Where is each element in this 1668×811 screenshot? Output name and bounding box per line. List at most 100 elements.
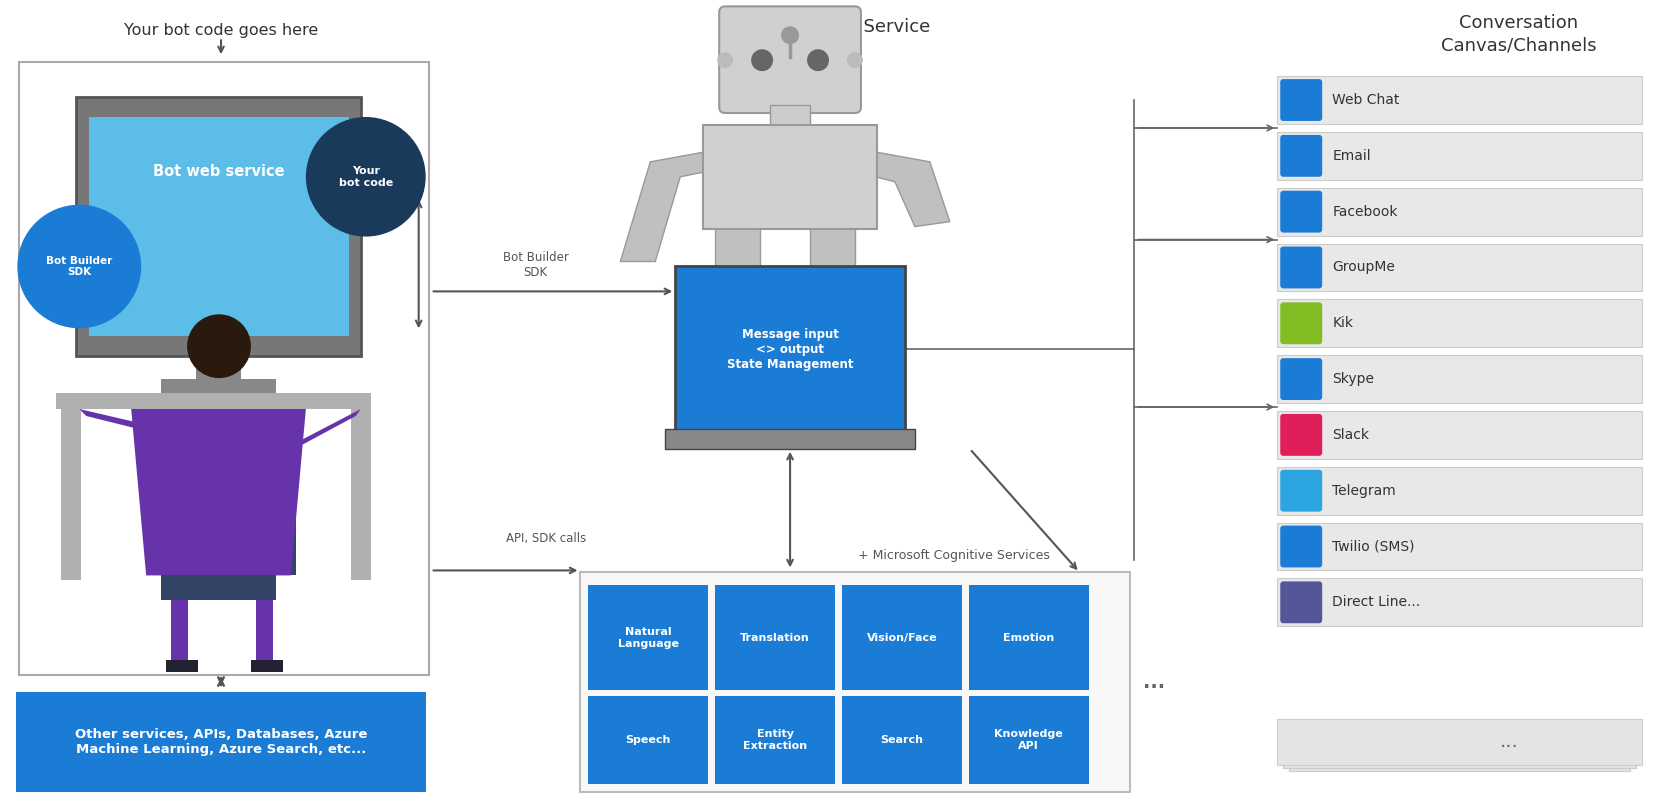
FancyBboxPatch shape [666, 429, 914, 448]
FancyBboxPatch shape [842, 586, 962, 690]
Polygon shape [876, 152, 949, 226]
FancyBboxPatch shape [1278, 243, 1641, 291]
FancyBboxPatch shape [1278, 299, 1641, 347]
Circle shape [807, 49, 829, 71]
FancyBboxPatch shape [1278, 355, 1641, 403]
FancyBboxPatch shape [90, 117, 349, 337]
Text: Knowledge
API: Knowledge API [994, 729, 1063, 751]
Text: Your bot code goes here: Your bot code goes here [123, 23, 319, 38]
Polygon shape [62, 409, 82, 581]
Polygon shape [172, 600, 188, 660]
Polygon shape [620, 152, 706, 261]
FancyBboxPatch shape [1281, 303, 1323, 344]
FancyBboxPatch shape [1281, 581, 1323, 623]
FancyBboxPatch shape [1278, 467, 1641, 515]
Text: Natural
Language: Natural Language [617, 627, 679, 649]
Text: Bot web service: Bot web service [153, 165, 285, 179]
Polygon shape [57, 393, 370, 409]
FancyBboxPatch shape [1281, 79, 1323, 121]
FancyBboxPatch shape [716, 696, 836, 783]
Polygon shape [167, 660, 198, 672]
FancyBboxPatch shape [1281, 470, 1323, 512]
FancyBboxPatch shape [707, 331, 767, 359]
Text: Slack: Slack [1333, 428, 1369, 442]
FancyBboxPatch shape [1278, 188, 1641, 235]
FancyBboxPatch shape [802, 331, 862, 359]
Text: Bot Builder
SDK: Bot Builder SDK [502, 251, 569, 280]
FancyBboxPatch shape [1281, 191, 1323, 233]
FancyBboxPatch shape [1281, 358, 1323, 400]
Text: Entity
Extraction: Entity Extraction [742, 729, 807, 751]
Circle shape [17, 204, 142, 328]
Circle shape [847, 52, 862, 68]
Text: GroupMe: GroupMe [1333, 260, 1394, 274]
Polygon shape [280, 461, 295, 576]
Circle shape [781, 26, 799, 45]
FancyBboxPatch shape [1278, 719, 1641, 765]
Circle shape [751, 49, 772, 71]
FancyBboxPatch shape [969, 586, 1089, 690]
Text: Facebook: Facebook [1333, 204, 1398, 219]
Text: Emotion: Emotion [1002, 633, 1054, 642]
Text: Vision/Face: Vision/Face [867, 633, 937, 642]
FancyBboxPatch shape [1278, 411, 1641, 459]
Text: Bot Builder
SDK: Bot Builder SDK [47, 255, 112, 277]
Text: Email: Email [1333, 149, 1371, 163]
FancyBboxPatch shape [589, 696, 709, 783]
FancyBboxPatch shape [719, 6, 861, 113]
FancyBboxPatch shape [1278, 522, 1641, 570]
FancyBboxPatch shape [1278, 132, 1641, 180]
FancyBboxPatch shape [771, 105, 811, 127]
Text: Telegram: Telegram [1333, 483, 1396, 498]
FancyBboxPatch shape [1278, 76, 1641, 124]
Circle shape [717, 52, 734, 68]
Circle shape [187, 315, 250, 378]
Text: Other services, APIs, Databases, Azure
Machine Learning, Azure Search, etc...: Other services, APIs, Databases, Azure M… [75, 727, 367, 756]
Text: ...: ... [1143, 672, 1166, 692]
Text: Search: Search [881, 735, 924, 744]
Polygon shape [197, 356, 240, 379]
Polygon shape [162, 379, 275, 393]
Text: Message input
<> output
State Management: Message input <> output State Management [727, 328, 854, 371]
Text: Direct Line...: Direct Line... [1333, 595, 1419, 609]
FancyBboxPatch shape [1278, 578, 1641, 626]
FancyBboxPatch shape [1281, 414, 1323, 456]
Text: Translation: Translation [741, 633, 811, 642]
Text: + Microsoft Cognitive Services: + Microsoft Cognitive Services [857, 549, 1049, 562]
Polygon shape [162, 576, 275, 600]
FancyBboxPatch shape [589, 586, 709, 690]
FancyBboxPatch shape [1281, 135, 1323, 177]
FancyBboxPatch shape [1289, 725, 1630, 770]
FancyBboxPatch shape [969, 696, 1089, 783]
Text: Conversation
Canvas/Channels: Conversation Canvas/Channels [1441, 14, 1596, 54]
Text: ...: ... [1500, 732, 1518, 751]
FancyBboxPatch shape [842, 696, 962, 783]
FancyBboxPatch shape [20, 62, 429, 675]
Polygon shape [250, 660, 284, 672]
Circle shape [305, 117, 425, 237]
FancyBboxPatch shape [1283, 722, 1636, 768]
Polygon shape [255, 600, 274, 660]
Polygon shape [290, 409, 360, 451]
FancyBboxPatch shape [676, 267, 904, 431]
Polygon shape [80, 409, 147, 431]
Text: Speech: Speech [626, 735, 671, 744]
Polygon shape [132, 409, 305, 576]
FancyBboxPatch shape [17, 692, 425, 792]
Text: Skype: Skype [1333, 372, 1374, 386]
Circle shape [821, 309, 844, 333]
Text: API, SDK calls: API, SDK calls [505, 532, 585, 545]
FancyBboxPatch shape [716, 586, 836, 690]
FancyBboxPatch shape [1281, 526, 1323, 568]
FancyBboxPatch shape [1281, 247, 1323, 289]
Text: Your
bot code: Your bot code [339, 166, 394, 187]
FancyBboxPatch shape [77, 97, 360, 356]
Text: Bot Connector Service: Bot Connector Service [729, 19, 931, 36]
FancyBboxPatch shape [716, 226, 761, 337]
Circle shape [726, 309, 749, 333]
FancyBboxPatch shape [580, 573, 1129, 792]
FancyBboxPatch shape [811, 226, 856, 337]
Text: Kik: Kik [1333, 316, 1353, 330]
Text: Web Chat: Web Chat [1333, 93, 1399, 107]
FancyBboxPatch shape [704, 125, 877, 229]
